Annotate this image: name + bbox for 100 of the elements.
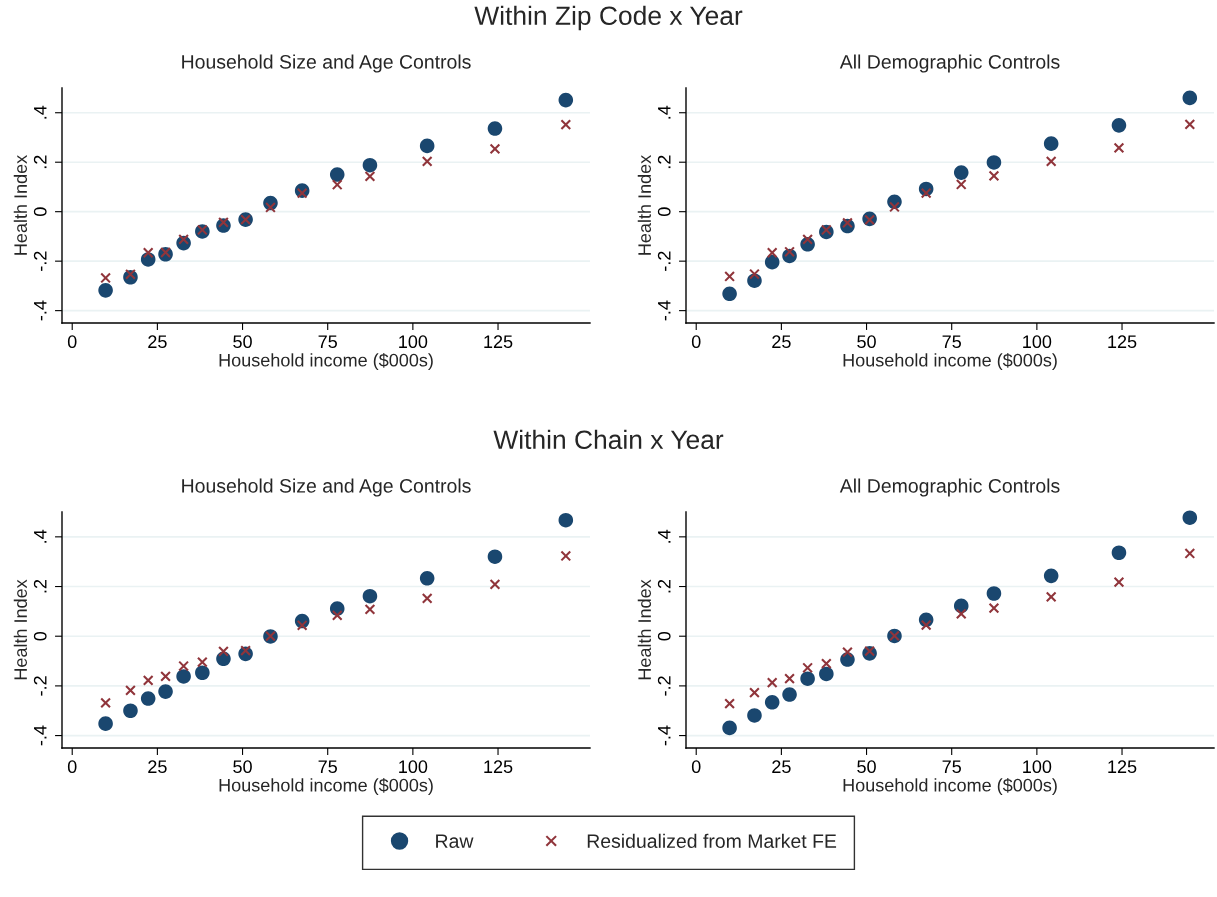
x-tick-label: 100	[399, 760, 428, 774]
point	[749, 687, 760, 699]
point	[178, 233, 190, 245]
point	[988, 170, 1000, 182]
point	[296, 187, 308, 199]
y-tick-label: .2	[33, 579, 47, 593]
point	[766, 247, 778, 259]
point	[747, 708, 762, 723]
point	[1043, 568, 1059, 584]
x-tick-label: 0	[691, 335, 701, 349]
point	[489, 578, 501, 590]
point	[560, 119, 572, 131]
point	[1045, 591, 1057, 603]
point	[864, 645, 876, 657]
point	[986, 155, 1002, 170]
point	[1182, 510, 1198, 525]
point	[782, 687, 797, 702]
y-tick-label: -.4	[34, 300, 47, 321]
point	[158, 684, 173, 699]
point	[125, 268, 136, 280]
x-tick-label: 125	[484, 335, 513, 349]
y-tick-label: .2	[33, 155, 47, 169]
x-tick-label: 125	[1108, 760, 1137, 774]
point	[331, 179, 343, 191]
point	[955, 608, 967, 620]
point	[329, 167, 345, 182]
y-tick-label: .4	[34, 529, 47, 543]
point	[764, 695, 780, 710]
y-tick-label: -.4	[34, 725, 47, 746]
x-tick-label: 75	[942, 335, 961, 349]
point	[362, 588, 378, 604]
y-tick-label: -.4	[658, 300, 671, 321]
point	[176, 669, 191, 684]
x-tick-label: 100	[1023, 760, 1052, 774]
point	[1111, 545, 1127, 561]
point	[487, 549, 503, 564]
point	[749, 268, 760, 280]
y-tick-label: 0	[657, 631, 671, 641]
point	[240, 645, 252, 657]
x-tick-label: 50	[857, 335, 876, 349]
point	[218, 645, 229, 657]
point	[724, 698, 736, 709]
point	[722, 720, 737, 736]
point	[1111, 118, 1127, 133]
y-tick-label: .2	[657, 579, 671, 593]
x-tick-label: 75	[318, 760, 337, 774]
y-axis-title: Health Index	[13, 155, 28, 255]
point	[722, 286, 737, 302]
y-tick-label: -.2	[33, 251, 47, 271]
x-tick-label: 0	[691, 760, 701, 774]
point	[820, 224, 832, 236]
point	[889, 201, 900, 213]
point	[764, 254, 780, 270]
point	[196, 656, 208, 668]
point	[195, 665, 210, 681]
y-tick-label: 0	[33, 207, 47, 216]
y-tick-label: .2	[657, 155, 671, 169]
point	[364, 170, 376, 182]
point	[419, 571, 435, 586]
point	[125, 684, 136, 696]
point	[296, 619, 308, 631]
point	[178, 660, 190, 672]
point	[724, 271, 736, 282]
point	[364, 603, 376, 615]
point	[953, 165, 969, 180]
point	[558, 92, 574, 108]
x-axis-title: Household income ($000s)	[219, 353, 433, 371]
y-axis-title: Health Index	[637, 579, 652, 680]
point	[1113, 576, 1125, 588]
x-tick-label: 75	[318, 335, 337, 349]
y-tick-label: -.4	[658, 725, 671, 746]
y-tick-label: 0	[657, 207, 671, 216]
point	[1113, 142, 1125, 154]
legend-label: Raw	[436, 834, 474, 848]
point	[218, 216, 229, 228]
x-tick-label: 25	[772, 760, 791, 774]
point	[1184, 118, 1196, 130]
chart-title: All Demographic Controls	[839, 54, 1060, 73]
y-tick-label: .4	[34, 105, 47, 119]
x-tick-label: 125	[1108, 335, 1137, 349]
x-tick-label: 75	[942, 760, 961, 774]
y-tick-label: .4	[658, 529, 671, 543]
x-tick-label: 50	[233, 760, 252, 774]
point	[140, 691, 156, 706]
point	[558, 512, 574, 528]
point	[98, 716, 113, 731]
y-tick-label: -.2	[657, 676, 671, 696]
point	[100, 272, 112, 284]
y-axis-title: Health Index	[637, 155, 652, 255]
point	[820, 658, 832, 669]
point	[142, 675, 154, 686]
y-tick-label: -.2	[657, 251, 671, 271]
text: Within Chain x Year	[493, 429, 724, 450]
y-tick-label: .4	[658, 105, 671, 119]
x-tick-label: 25	[148, 335, 167, 349]
point	[142, 247, 154, 259]
point	[98, 283, 113, 298]
point	[955, 179, 967, 190]
point	[160, 247, 171, 258]
point	[819, 666, 834, 682]
